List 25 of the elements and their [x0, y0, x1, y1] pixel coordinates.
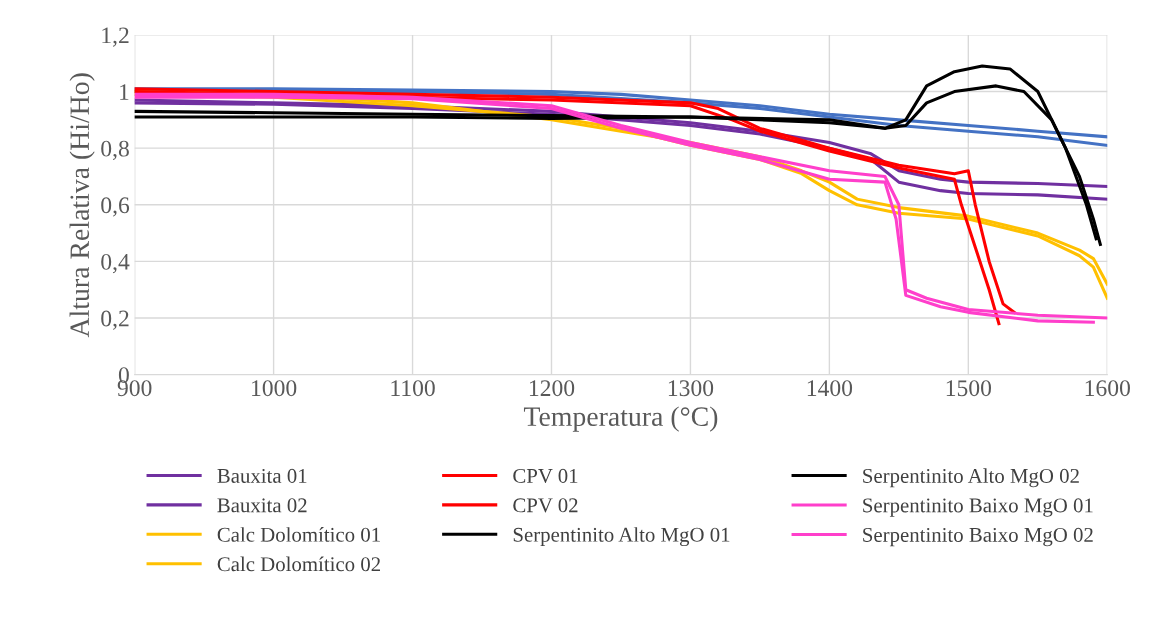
- y-tick-label: 0,6: [101, 197, 130, 217]
- legend-label: Serpentinito Baixo MgO 02: [863, 527, 1093, 547]
- y-tick-label: 1,2: [102, 27, 129, 47]
- y-axis-title: Altura Relativa (Hi/Ho): [69, 73, 95, 338]
- legend-label: CPV 01: [513, 468, 578, 484]
- y-tick-label: 0,2: [101, 310, 129, 330]
- x-tick-label: 1000: [252, 380, 297, 397]
- x-axis-title: Temperatura (°C): [523, 406, 718, 432]
- legend-label: Serpentinito Alto MgO 01: [513, 527, 730, 547]
- x-tick-label: 1500: [946, 380, 992, 397]
- y-tick-label: 0,4: [101, 253, 130, 274]
- y-tick-label: 0,8: [101, 140, 129, 160]
- x-tick-label: 1200: [529, 380, 575, 397]
- x-tick-label: 1100: [391, 380, 435, 397]
- x-tick-label: 1400: [807, 380, 853, 397]
- legend-label: Calc Dolomítico 01: [217, 527, 380, 542]
- legend-label: Serpentinito Alto MgO 02: [863, 468, 1079, 488]
- legend-label: Bauxita 02: [217, 498, 307, 513]
- legend-label: Serpentinito Baixo MgO 01: [863, 498, 1093, 517]
- legend-label: CPV 02: [513, 498, 578, 513]
- x-tick-label: 1300: [668, 380, 714, 397]
- legend-label: Calc Dolomítico 02: [217, 556, 380, 572]
- legend-label: Bauxita 01: [217, 468, 307, 483]
- y-tick-label: 1: [120, 84, 129, 100]
- x-tick-label: 1600: [1085, 380, 1130, 397]
